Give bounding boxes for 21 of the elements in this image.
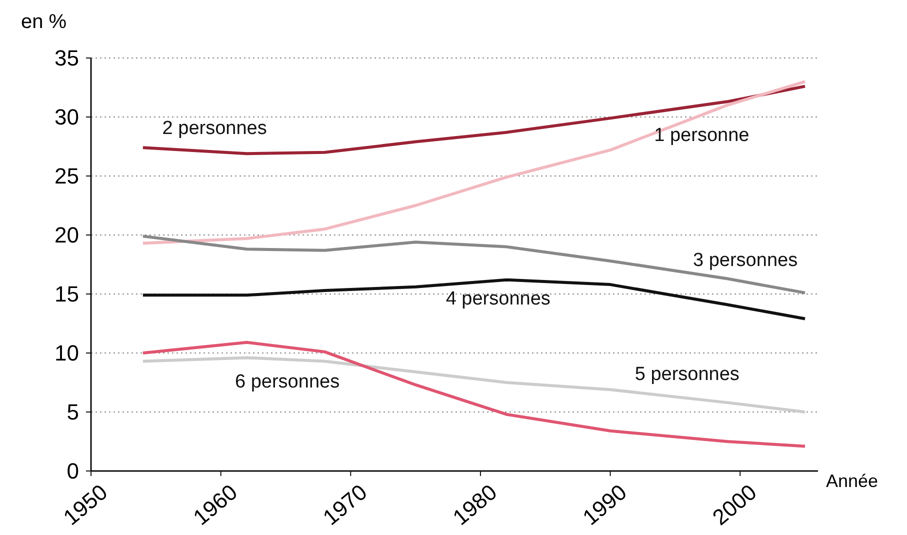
y-tick-label: 5 (66, 400, 79, 425)
line-series (141, 356, 807, 414)
line-series (141, 84, 807, 156)
y-tick-label: 0 (66, 458, 79, 484)
y-tick-label: 10 (54, 340, 79, 366)
series-label: 2 personnes (162, 118, 267, 139)
y-axis-title: en % (21, 11, 67, 33)
series-label: 6 personnes (235, 371, 340, 392)
y-tick-label: 30 (54, 104, 79, 130)
x-axis-title: Année (826, 471, 878, 491)
line-series (141, 278, 807, 320)
y-tick-label: 15 (54, 282, 79, 307)
line-series (141, 340, 807, 448)
series-label: 3 personnes (693, 250, 798, 271)
series-label: 4 personnes (446, 288, 550, 310)
series-label: 1 personne (654, 124, 750, 146)
series-label: 5 personnes (634, 364, 740, 386)
y-tick-label: 25 (54, 164, 79, 189)
line-series (141, 80, 807, 245)
y-tick-label: 20 (54, 222, 79, 248)
y-tick-label: 35 (54, 46, 79, 71)
